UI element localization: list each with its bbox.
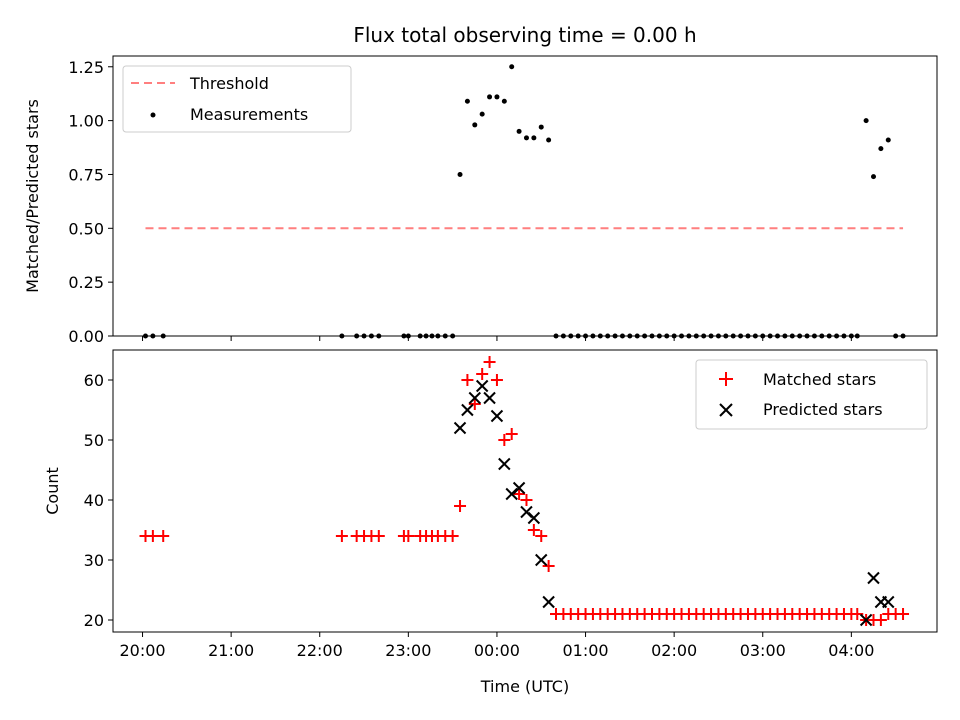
predicted-star-point <box>542 595 555 609</box>
predicted-star-point <box>498 457 511 471</box>
bottom-y-tick-label: 40 <box>84 491 104 510</box>
measurement-point <box>487 94 493 100</box>
predicted-star-point <box>867 571 880 585</box>
predicted-star-point <box>859 613 873 627</box>
measurement-point <box>863 118 869 124</box>
top-legend-box <box>122 65 352 133</box>
matched-star-point <box>527 524 540 536</box>
matched-star-point <box>535 530 548 542</box>
top-y-tick-label: 0.75 <box>68 165 104 184</box>
x-tick-label: 03:00 <box>740 641 786 660</box>
matched-star-point <box>897 608 910 620</box>
predicted-star-point <box>535 553 548 567</box>
matched-star-point <box>483 356 496 368</box>
matched-star-point <box>402 530 415 542</box>
matched-star-point <box>490 374 503 386</box>
predicted-star-point <box>483 391 496 405</box>
matched-star-point <box>372 530 385 542</box>
bottom-series-layer <box>139 356 910 627</box>
legend-matched-label: Matched stars <box>763 370 876 389</box>
measurement-point <box>464 98 470 104</box>
top-axes-frame <box>112 55 938 337</box>
measurement-point <box>494 94 500 100</box>
bottom-axes-frame <box>112 349 938 633</box>
legend-measurements-swatch <box>150 112 156 118</box>
legend-matched-swatch <box>719 372 733 386</box>
measurement-point <box>531 135 537 141</box>
bottom-y-tick-label: 30 <box>84 551 104 570</box>
x-tick-label: 04:00 <box>828 641 874 660</box>
legend-measurements-label: Measurements <box>190 105 308 124</box>
matched-star-point <box>454 500 467 512</box>
bottom-legend-box <box>695 359 928 430</box>
matched-star-point <box>505 428 518 440</box>
bottom-y-tick-label: 60 <box>84 371 104 390</box>
legend-predicted-label: Predicted stars <box>763 400 883 419</box>
measurement-point <box>885 137 891 143</box>
top-y-tick-label: 0.50 <box>68 219 104 238</box>
matched-star-point <box>157 530 170 542</box>
measurement-point <box>516 128 522 134</box>
bottom-y-axis-label: Count <box>43 467 62 515</box>
top-y-tick-label: 0.00 <box>68 327 104 346</box>
x-tick-label: 21:00 <box>208 641 254 660</box>
x-tick-label: 00:00 <box>474 641 520 660</box>
x-tick-label: 02:00 <box>651 641 697 660</box>
measurement-point <box>501 98 507 104</box>
measurement-point <box>457 171 463 177</box>
predicted-star-point <box>527 511 541 525</box>
x-axis-label: Time (UTC) <box>480 677 569 696</box>
matched-star-point <box>461 374 474 386</box>
measurement-point <box>472 122 478 128</box>
x-tick-label: 20:00 <box>119 641 165 660</box>
measurement-point <box>546 137 552 143</box>
bottom-y-tick-label: 50 <box>84 431 104 450</box>
top-y-axis-label: Matched/Predicted stars <box>23 99 42 293</box>
chart-title: Flux total observing time = 0.00 h <box>353 23 696 47</box>
top-legend: Threshold Measurements <box>122 65 352 133</box>
bottom-legend: Matched stars Predicted stars <box>695 359 928 430</box>
matched-star-point <box>874 614 887 626</box>
measurement-point <box>509 64 515 70</box>
matched-star-point <box>468 398 481 410</box>
predicted-star-point <box>882 595 895 609</box>
matched-star-point <box>476 368 489 380</box>
matched-star-point <box>542 560 555 572</box>
legend-threshold-label: Threshold <box>189 74 269 93</box>
matched-star-point <box>335 530 348 542</box>
predicted-star-point <box>490 409 504 423</box>
legend-predicted-swatch <box>719 403 733 417</box>
bottom-y-tick-label: 20 <box>84 611 104 630</box>
matched-star-point <box>498 434 511 446</box>
top-axis-ticks: 0.00 0.25 0.50 0.75 1.00 1.25 <box>68 58 852 346</box>
measurement-point <box>523 135 529 141</box>
predicted-star-point <box>512 481 526 495</box>
top-y-tick-label: 1.25 <box>68 58 104 77</box>
predicted-star-point <box>475 379 489 393</box>
x-tick-label: 22:00 <box>297 641 343 660</box>
x-tick-label: 23:00 <box>385 641 431 660</box>
predicted-star-point <box>453 421 467 435</box>
matched-star-point <box>520 494 533 506</box>
predicted-star-point <box>468 391 481 405</box>
matched-star-point <box>146 530 159 542</box>
measurement-point <box>878 146 884 152</box>
top-panel: 0.00 0.25 0.50 0.75 1.00 1.25 Matched/Predict… <box>23 55 938 346</box>
measurement-point <box>538 124 544 130</box>
bottom-panel: 20 30 40 50 60 20:00 21:00 22:00 23:00 00:00 01:00… <box>43 349 938 696</box>
x-tick-label: 01:00 <box>562 641 608 660</box>
top-y-tick-label: 1.00 <box>68 112 104 131</box>
measurement-point <box>479 111 485 117</box>
predicted-star-point <box>461 403 474 417</box>
bottom-axis-ticks: 20 30 40 50 60 20:00 21:00 22:00 23:00 00:00 01:00… <box>84 371 875 660</box>
matched-star-point <box>446 530 459 542</box>
matched-star-point <box>513 488 526 500</box>
top-y-tick-label: 0.25 <box>68 273 104 292</box>
measurement-point <box>871 174 877 180</box>
